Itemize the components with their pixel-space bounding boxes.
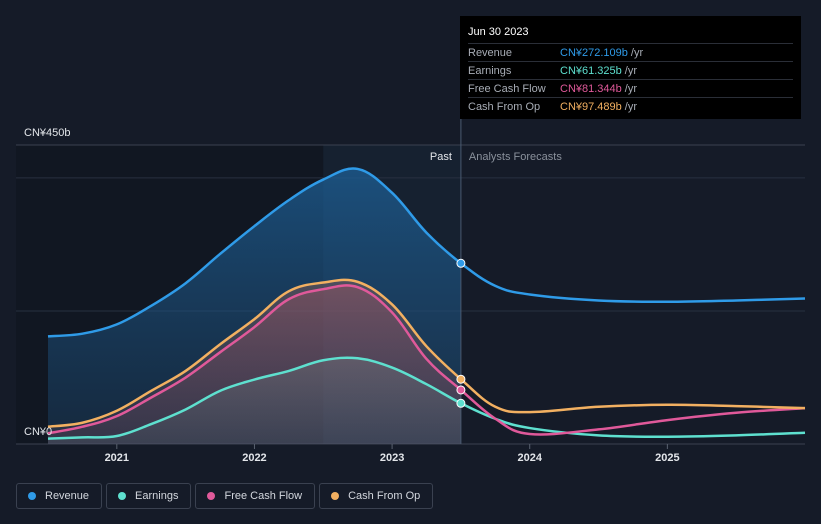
earnings-marker: [456, 398, 466, 408]
tooltip-value: CN¥97.489b: [560, 100, 622, 113]
tooltip-row-cash-from-op: Cash From Op CN¥97.489b /yr: [468, 97, 793, 115]
legend-dot-icon: [28, 492, 36, 500]
tooltip-label: Revenue: [468, 46, 513, 59]
legend-dot-icon: [207, 492, 216, 500]
legend-dot-icon: [331, 492, 340, 500]
revenue-line: [47, 167, 806, 338]
y-tick-label-bottom: CN¥0: [24, 426, 52, 438]
tooltip-row-earnings: Earnings CN¥61.325b /yr: [468, 61, 793, 79]
y-tick-label-top: CN¥450b: [24, 127, 70, 139]
cash-from-op-marker: [456, 374, 466, 384]
x-tick-label: 2023: [380, 452, 404, 464]
free-cash-flow-marker: [456, 385, 466, 395]
series-areas: [48, 168, 461, 445]
cash-from-op-area: [48, 279, 461, 444]
legend: Revenue Earnings Free Cash Flow Cash Fro…: [16, 483, 434, 509]
tooltip: Jun 30 2023 Revenue CN¥272.109b /yr Earn…: [460, 16, 801, 119]
tooltip-unit: /yr: [624, 100, 638, 113]
tooltip-value: CN¥272.109b: [560, 46, 628, 59]
tooltip-row-free-cash-flow: Free Cash Flow CN¥81.344b /yr: [468, 79, 793, 97]
x-tick-label: 2024: [517, 452, 542, 464]
tooltip-unit: /yr: [624, 64, 638, 77]
earnings-line: [47, 356, 806, 440]
tooltip-label: Free Cash Flow: [468, 82, 546, 95]
tooltip-date: Jun 30 2023: [468, 26, 529, 38]
x-tick-label: 2021: [105, 452, 129, 464]
past-label: Past: [430, 151, 452, 163]
tooltip-row-revenue: Revenue CN¥272.109b /yr: [468, 43, 793, 61]
free-cash-flow-line: [47, 284, 806, 436]
legend-dot-icon: [118, 492, 127, 500]
legend-label: Revenue: [45, 490, 90, 502]
tooltip-value: CN¥61.325b: [560, 64, 622, 77]
legend-item-earnings[interactable]: Earnings: [106, 483, 192, 509]
series-lines: [47, 167, 806, 440]
tooltip-label: Earnings: [468, 64, 512, 77]
x-tick-label: 2025: [655, 452, 679, 464]
legend-label: Earnings: [135, 490, 179, 502]
legend-item-free-cash-flow[interactable]: Free Cash Flow: [195, 483, 316, 509]
tooltip-label: Cash From Op: [468, 100, 541, 113]
legend-label: Cash From Op: [348, 490, 421, 502]
x-axis: 2021 2022 2023 2024 2025: [105, 444, 680, 464]
legend-item-revenue[interactable]: Revenue: [16, 483, 103, 509]
x-tick-label: 2022: [242, 452, 266, 464]
tooltip-unit: /yr: [630, 46, 644, 59]
legend-label: Free Cash Flow: [224, 490, 303, 502]
tooltip-unit: /yr: [624, 82, 638, 95]
highlight-markers: [456, 258, 466, 408]
revenue-marker: [456, 258, 466, 268]
cash-from-op-line: [47, 278, 806, 428]
tooltip-value: CN¥81.344b: [560, 82, 622, 95]
forecast-label: Analysts Forecasts: [469, 151, 562, 163]
legend-item-cash-from-op[interactable]: Cash From Op: [319, 483, 434, 509]
